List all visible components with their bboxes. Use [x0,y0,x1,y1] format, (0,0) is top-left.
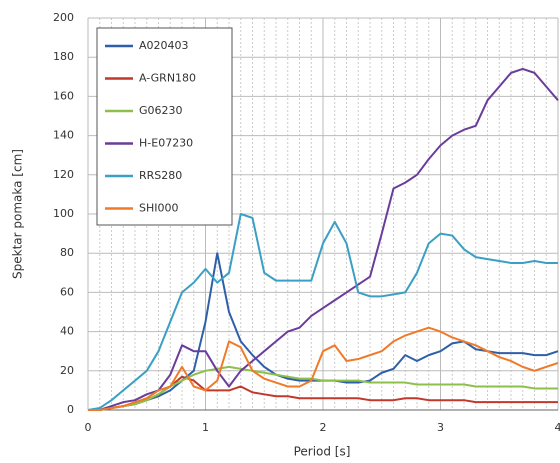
y-axis-label: Spektar pomaka [cm] [11,149,25,279]
data-line [88,365,558,411]
legend-label: RRS280 [139,169,182,182]
data-line [88,67,559,411]
y-tick-label: 0 [67,403,74,416]
y-tick-label: 140 [53,129,74,142]
data-line [88,326,559,411]
y-tick-label: 60 [60,285,74,298]
y-tick-label: 100 [53,207,74,220]
x-tick-label: 3 [437,421,444,434]
legend-label: H-E07230 [139,137,193,150]
x-tick-label: 4 [555,421,560,434]
y-tick-label: 40 [60,325,74,338]
legend-box [96,27,233,226]
x-tick-label: 1 [202,421,209,434]
y-tick-label: 200 [53,11,74,24]
y-tick-label: 120 [53,168,74,181]
data-line [87,213,558,411]
y-tick-label: 180 [53,50,74,63]
x-tick-label: 2 [320,421,327,434]
legend-label: A-GRN180 [139,72,196,85]
x-tick-label: 0 [85,421,92,434]
legend-label: A020403 [139,39,189,52]
y-tick-label: 160 [53,89,74,102]
x-axis-label: Period [s] [294,445,351,459]
y-tick-label: 20 [60,364,74,377]
legend-label: G06230 [139,104,183,117]
y-tick-label: 80 [60,246,74,259]
legend-label: SHI000 [139,202,179,215]
